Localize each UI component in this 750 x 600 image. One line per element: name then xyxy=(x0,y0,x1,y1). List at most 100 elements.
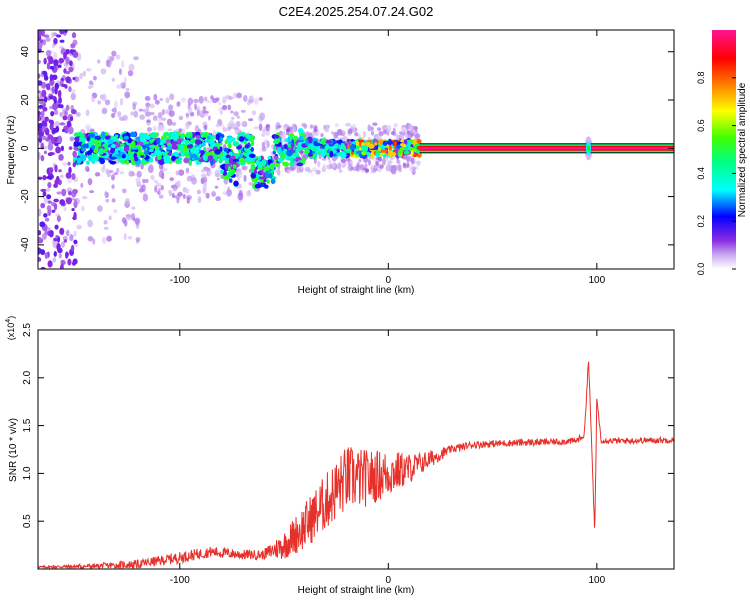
spectrogram-cell xyxy=(68,66,74,73)
spectrogram-cell xyxy=(86,160,90,165)
spectrogram-cell xyxy=(320,150,326,157)
spectrogram-cell xyxy=(44,127,50,136)
colorbar-tick-label: 0.2 xyxy=(696,215,706,228)
spectrogram-cell xyxy=(135,219,140,227)
spectrogram-cell xyxy=(85,68,92,72)
spectrogram-cell xyxy=(195,160,200,166)
spectrogram-cell xyxy=(88,80,93,86)
spectrogram-cell xyxy=(156,137,161,144)
spectrogram-cell xyxy=(145,178,149,184)
spectrogram-cell xyxy=(325,140,332,144)
spectrogram-cell xyxy=(340,158,346,164)
spectrogram-cell xyxy=(52,51,58,60)
spectrogram-cell xyxy=(133,56,139,61)
spectrogram-cell xyxy=(283,144,288,149)
spectrogram-cell xyxy=(45,49,52,57)
spectrogram-cell xyxy=(166,145,174,151)
spectrogram-cell xyxy=(181,151,185,157)
spectrogram-cell xyxy=(47,152,53,157)
spectrogram-cell xyxy=(276,125,282,128)
spectrogram-cell xyxy=(178,128,182,133)
spectrogram-cell xyxy=(393,141,398,146)
spectrogram-cell xyxy=(160,124,165,131)
spectrogram-cell xyxy=(70,89,76,94)
spectrogram-cell xyxy=(368,159,371,166)
spectrogram-cell xyxy=(40,202,46,209)
spectrogram-cell xyxy=(59,264,64,269)
spectrogram-cell xyxy=(38,90,41,94)
spectrogram-cell xyxy=(79,136,87,143)
spectrogram-cell xyxy=(128,63,135,71)
spectrogram-cell xyxy=(48,56,54,65)
spectrogram-cell xyxy=(177,157,183,161)
spectrogram-cell xyxy=(253,97,259,105)
spectrogram-cell xyxy=(76,224,82,230)
spectrogram-cell xyxy=(67,258,72,266)
spectrogram-cell xyxy=(356,165,361,172)
spectrogram-cell xyxy=(87,178,93,186)
spectrogram-cell xyxy=(111,50,117,57)
spectrogram-cell xyxy=(145,111,151,117)
spectrogram-cell xyxy=(377,147,382,152)
spectrogram-cell xyxy=(176,197,180,204)
spectrogram-cell xyxy=(275,167,279,173)
spectrogram-cell xyxy=(323,124,327,130)
spectrogram-cell xyxy=(126,214,132,221)
spectrogram-cell xyxy=(128,170,135,177)
spectrogram-cell xyxy=(185,139,190,144)
spectrogram-cell xyxy=(205,192,210,199)
spectrogram-cell xyxy=(56,135,63,144)
spectrogram-cell xyxy=(393,122,398,128)
spectrogram-cell xyxy=(73,230,77,238)
spectrogram-cell xyxy=(416,138,422,144)
spectrogram-cell xyxy=(65,48,70,55)
spectrogram-cell xyxy=(110,156,117,160)
spectrogram-cell xyxy=(215,123,220,128)
spectrogram-cell xyxy=(201,141,206,147)
spectrogram-cell xyxy=(377,155,383,162)
spectrogram-cell xyxy=(385,164,390,172)
snr-frame xyxy=(37,329,675,570)
spectrogram-cell xyxy=(91,144,95,151)
spectrogram-cell xyxy=(299,150,304,154)
spectrogram-cell xyxy=(375,160,379,166)
spectrogram-cell xyxy=(53,59,59,67)
spectrogram-cell xyxy=(81,205,85,212)
spectrogram-cell xyxy=(396,159,401,164)
spectrogram-cell xyxy=(110,174,115,181)
spectrogram-cell xyxy=(133,110,139,118)
spectrogram-cell xyxy=(38,30,43,37)
spectrogram-cell xyxy=(251,110,257,116)
spectrogram-cell xyxy=(81,148,87,152)
spectrogram-cell xyxy=(316,145,321,152)
spectrogram-cell xyxy=(241,121,247,127)
spectrogram-cell xyxy=(226,171,231,178)
spectrogram-cell xyxy=(284,138,289,143)
spectrogram-cell xyxy=(377,139,383,146)
spectrogram-cell xyxy=(303,150,310,155)
spectrogram-cell xyxy=(55,126,60,133)
spectrogram-cell xyxy=(203,113,208,117)
y-tick-label: 2.5 xyxy=(22,323,33,337)
spectrogram-cell xyxy=(43,34,50,38)
spectrogram-cell xyxy=(370,151,375,159)
spectrogram-cell xyxy=(89,128,95,133)
spectrogram-cell xyxy=(329,150,334,158)
spectrogram-cell xyxy=(40,266,46,269)
spectrogram-cell xyxy=(265,124,270,132)
spectrogram-cell xyxy=(40,142,45,150)
spectrogram-cell xyxy=(202,105,207,112)
spectrogram-cell xyxy=(38,104,44,109)
spectrogram-cell xyxy=(402,162,406,167)
spectrogram-cell xyxy=(334,123,339,128)
spectrogram-cell xyxy=(204,151,211,157)
spectrogram-cell xyxy=(227,104,232,111)
spectrogram-cell xyxy=(281,131,286,139)
spectrogram-cell xyxy=(119,98,124,106)
colorbar-tick-label: 0.8 xyxy=(696,72,706,85)
spectrogram-cell xyxy=(42,106,48,112)
spectrogram-cell xyxy=(154,149,162,157)
snr-series-line xyxy=(38,361,674,569)
spectrogram-cell xyxy=(140,155,145,159)
spectrogram-cell xyxy=(101,236,107,244)
